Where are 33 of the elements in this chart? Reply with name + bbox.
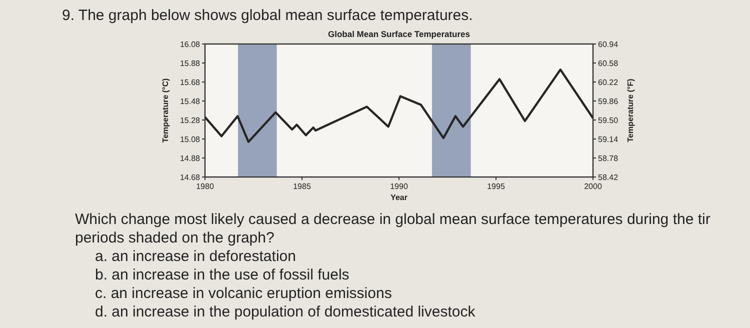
y-tick-label: 15.88 [180, 59, 201, 68]
y-tick-label: 15.68 [180, 78, 201, 87]
y-tick-label: 14.88 [180, 154, 201, 163]
y2-tick-label: 59.86 [598, 97, 619, 106]
y-tick-label: 15.08 [180, 135, 201, 144]
x-tick-label: 1990 [390, 182, 408, 191]
y2-axis-title: Temperature (°F) [626, 78, 635, 142]
y2-tick-label: 60.22 [598, 78, 619, 87]
y2-tick-label: 59.50 [598, 116, 619, 125]
text: a. an increase in deforestation [95, 248, 296, 265]
y-axis-title: Temperature (°C) [161, 78, 170, 143]
chart-title: Global Mean Surface Temperatures [328, 29, 470, 39]
x-axis-title: Year [390, 193, 408, 202]
y2-tick-label: 60.94 [598, 40, 619, 49]
y2-tick-label: 60.58 [598, 59, 619, 68]
x-tick-label: 2000 [584, 182, 602, 191]
y-tick-label: 15.28 [180, 116, 201, 125]
x-tick-label: 1985 [293, 182, 312, 191]
y2-tick-label: 58.78 [598, 154, 619, 163]
text: b. an increase in the use of fossil fuels [95, 266, 350, 284]
y-tick-label: 16.08 [180, 40, 201, 49]
x-tick-label: 1995 [487, 182, 506, 191]
text: d. an increase in the population of domesticated livestock [95, 304, 476, 320]
x-tick-label: 1980 [196, 182, 214, 191]
y2-tick-label: 58.42 [598, 173, 619, 182]
y-tick-label: 14.68 [180, 173, 201, 182]
text: 9. The graph below shows global mean surface temperatures. [62, 7, 473, 24]
text: Which change most likely caused a decrease in global mean surface temperatures during the tir [75, 211, 710, 228]
y2-tick-label: 59.14 [598, 135, 619, 144]
text: c. an increase in volcanic eruption emissions [95, 285, 392, 302]
text: periods shaded on the graph? [75, 230, 274, 246]
y-tick-label: 15.48 [180, 97, 201, 106]
line-series [204, 68, 594, 143]
